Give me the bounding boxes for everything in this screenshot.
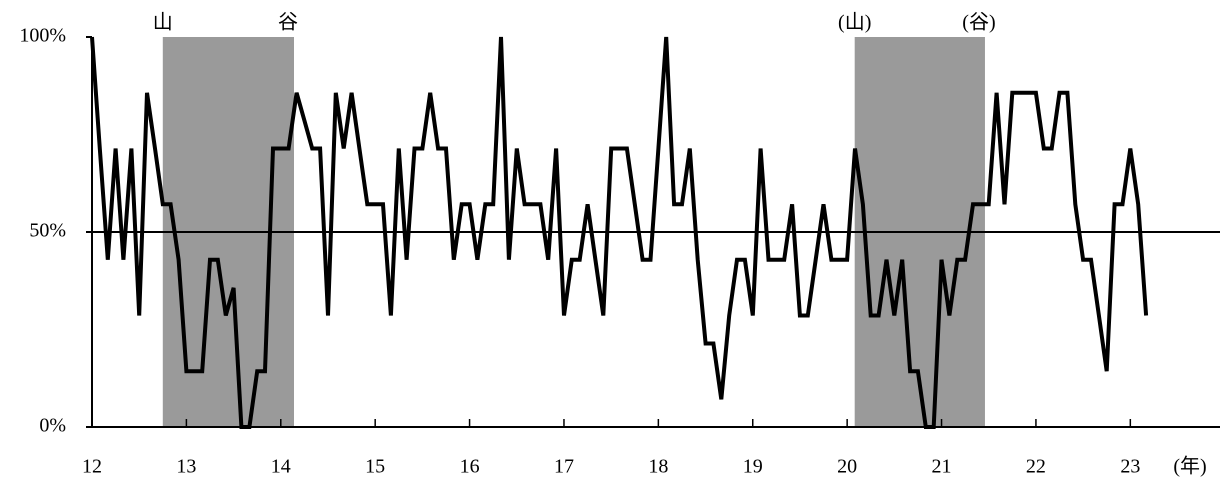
x-tick-label: 19 [743, 456, 763, 478]
x-tick-label: 13 [176, 456, 196, 478]
trough-label: (谷) [962, 11, 995, 34]
x-tick-label: 15 [365, 456, 385, 478]
data-line [90, 36, 1149, 429]
y-tick-label: 50% [29, 220, 66, 242]
x-tick-label: 14 [271, 456, 291, 478]
x-tick-label: 17 [554, 456, 574, 478]
peak-label: (山) [838, 11, 871, 34]
trough-label: 谷 [278, 11, 298, 34]
x-tick-label: 20 [837, 456, 857, 478]
x-tick-label: 16 [460, 456, 480, 478]
y-tick-label: 100% [19, 25, 66, 47]
x-tick-label: 18 [648, 456, 668, 478]
peak-label: 山 [153, 11, 173, 34]
x-unit: (年) [1173, 455, 1206, 478]
y-tick-label: 0% [39, 415, 66, 437]
x-tick-label: 21 [932, 456, 952, 478]
x-tick-label: 23 [1120, 456, 1140, 478]
x-tick-label: 22 [1026, 456, 1046, 478]
x-tick-label: 12 [82, 456, 102, 478]
